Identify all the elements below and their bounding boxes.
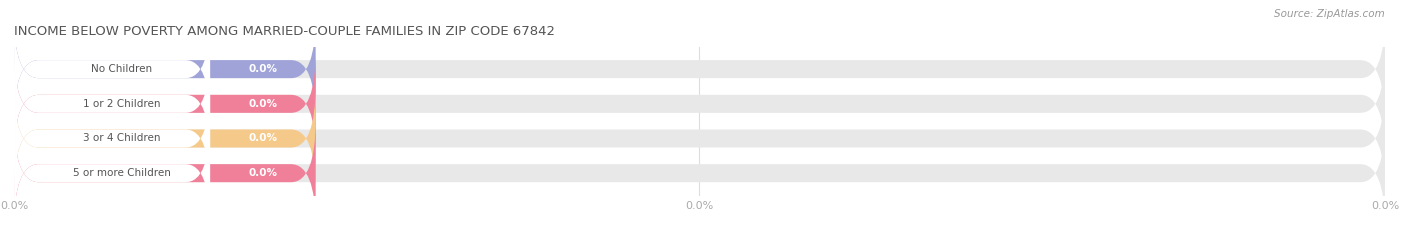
Text: 0.0%: 0.0% — [249, 168, 277, 178]
Text: 5 or more Children: 5 or more Children — [73, 168, 170, 178]
Text: Source: ZipAtlas.com: Source: ZipAtlas.com — [1274, 9, 1385, 19]
FancyBboxPatch shape — [14, 16, 315, 123]
Text: 0.0%: 0.0% — [249, 99, 277, 109]
FancyBboxPatch shape — [14, 120, 315, 226]
FancyBboxPatch shape — [14, 85, 315, 192]
FancyBboxPatch shape — [14, 120, 209, 226]
FancyBboxPatch shape — [14, 16, 1385, 123]
Text: No Children: No Children — [91, 64, 152, 74]
FancyBboxPatch shape — [14, 120, 1385, 226]
FancyBboxPatch shape — [14, 50, 315, 157]
FancyBboxPatch shape — [14, 50, 1385, 157]
FancyBboxPatch shape — [14, 16, 209, 123]
Text: 3 or 4 Children: 3 or 4 Children — [83, 134, 160, 144]
Text: INCOME BELOW POVERTY AMONG MARRIED-COUPLE FAMILIES IN ZIP CODE 67842: INCOME BELOW POVERTY AMONG MARRIED-COUPL… — [14, 25, 555, 38]
Text: 0.0%: 0.0% — [249, 64, 277, 74]
FancyBboxPatch shape — [14, 50, 209, 157]
FancyBboxPatch shape — [14, 85, 1385, 192]
Text: 0.0%: 0.0% — [249, 134, 277, 144]
Text: 1 or 2 Children: 1 or 2 Children — [83, 99, 160, 109]
FancyBboxPatch shape — [14, 85, 209, 192]
